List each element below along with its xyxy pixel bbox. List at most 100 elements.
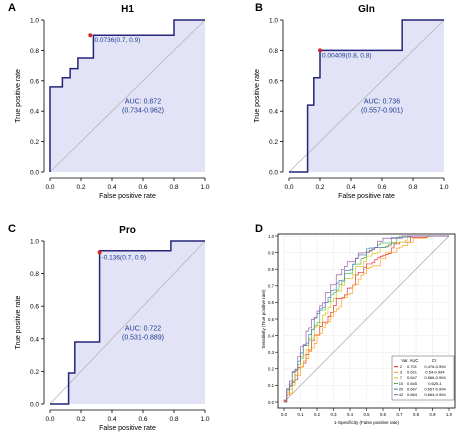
best-threshold-point bbox=[97, 250, 102, 255]
y-tick-label: 0.6 bbox=[30, 304, 39, 311]
panel-c: C Pro 0.0 0.2 0.4 0.6 0.8 1.0 0.0 0.2 0.4 0.6 0.8 1.0… bbox=[8, 223, 210, 432]
roc-series-42 bbox=[284, 235, 449, 403]
x-tick-label: 0.2 bbox=[314, 412, 321, 417]
y-tick-label: 0.9 bbox=[268, 250, 275, 255]
y-tick-label: 0.2 bbox=[268, 367, 275, 372]
roc-curve bbox=[49, 19, 205, 172]
x-tick-label: 0.2 bbox=[76, 416, 85, 423]
y-axis-label: True positive rate bbox=[15, 295, 22, 349]
best-threshold-point bbox=[88, 33, 93, 38]
y-tick-label: 0.2 bbox=[30, 369, 39, 376]
legend-series-name: 20 bbox=[399, 386, 404, 391]
y-axis-label: Sensitivity (True positive rate) bbox=[261, 289, 266, 349]
y-tick-label: 0.8 bbox=[269, 48, 278, 55]
x-tick-label: 1.0 bbox=[200, 416, 209, 423]
x-tick-label: 0.6 bbox=[377, 184, 386, 191]
y-tick-label: 0.8 bbox=[268, 267, 275, 272]
y-tick-label: 0.0 bbox=[30, 402, 39, 409]
y-tick-label: 0.1 bbox=[268, 383, 275, 388]
x-tick-label: 0.0 bbox=[284, 184, 293, 191]
y-tick-label: 1.0 bbox=[30, 18, 39, 25]
x-tick-label: 0.2 bbox=[315, 184, 324, 191]
chart-title: H1 bbox=[121, 4, 134, 15]
legend-series-name: 10 bbox=[399, 381, 404, 386]
auc-label: AUC: 0.722 bbox=[125, 326, 161, 333]
chart-title: Gln bbox=[358, 4, 375, 15]
reference-diagonal bbox=[283, 235, 450, 403]
panel-letter: D bbox=[255, 223, 263, 235]
x-tick-label: 0.6 bbox=[138, 184, 147, 191]
best-threshold-point bbox=[318, 48, 322, 53]
roc-curve bbox=[289, 19, 444, 173]
legend-series-name: 3 bbox=[400, 370, 403, 375]
x-tick-label: 0.9 bbox=[430, 412, 437, 417]
x-tick-label: 0.1 bbox=[298, 412, 305, 417]
legend-series-name: 7 bbox=[400, 375, 403, 380]
legend-series-ci: 0.625-1 bbox=[428, 381, 442, 386]
best-threshold-label: -0.0736(0.7, 0.9) bbox=[92, 37, 140, 44]
y-tick-label: 0.4 bbox=[30, 109, 39, 116]
x-tick-label: 0.0 bbox=[45, 184, 54, 191]
x-tick-label: 0.4 bbox=[347, 412, 354, 417]
legend-header: AUC bbox=[410, 358, 419, 363]
x-tick-label: 0.0 bbox=[45, 416, 54, 423]
panel-letter: C bbox=[8, 223, 16, 235]
y-tick-label: 0.8 bbox=[30, 271, 39, 278]
chart-title: Pro bbox=[119, 225, 136, 236]
x-tick-label: 1.0 bbox=[446, 412, 453, 417]
legend-series-name: 2 bbox=[400, 364, 403, 369]
reference-diagonal bbox=[49, 240, 206, 405]
legend-header: CI bbox=[432, 358, 436, 363]
y-tick-label: 0.3 bbox=[268, 350, 275, 355]
legend-series-auc: 0.647 bbox=[407, 375, 418, 380]
x-tick-label: 0.0 bbox=[281, 412, 288, 417]
x-tick-label: 0.7 bbox=[397, 412, 404, 417]
y-tick-label: 0.4 bbox=[268, 333, 275, 338]
panel-letter: A bbox=[8, 2, 16, 14]
legend: Var. AUC CI 2 0.701 0.476-0.994 3 0.621 0.54-0.9… bbox=[391, 355, 455, 401]
y-tick-label: 0.5 bbox=[268, 317, 275, 322]
legend-series-auc: 0.621 bbox=[407, 370, 418, 375]
y-tick-label: 0.6 bbox=[268, 300, 275, 305]
auc-ci-label: (0.734-0.962) bbox=[122, 108, 164, 115]
legend-box bbox=[391, 355, 455, 401]
legend-series-auc: 0.647 bbox=[407, 386, 418, 391]
x-axis-label: 1-Specificity (False positive rate) bbox=[334, 420, 400, 425]
legend-header: Var. bbox=[401, 358, 408, 363]
y-tick-label: 0.2 bbox=[30, 139, 39, 146]
roc-curve bbox=[50, 240, 205, 405]
panel-d: D 0.0 0.1 0.2 0.3 0.4 0.5 0.6 0.7 0.8 0.9 1.0 0.0 0.1… bbox=[255, 223, 456, 425]
legend-series-ci: 0.476-0.994 bbox=[424, 364, 446, 369]
legend-series-ci: 0.657-0.994 bbox=[424, 386, 446, 391]
x-tick-label: 0.4 bbox=[107, 416, 116, 423]
x-axis-label: False positive rate bbox=[99, 425, 156, 432]
y-tick-label: 0.7 bbox=[268, 284, 275, 289]
reference-diagonal bbox=[49, 19, 206, 173]
x-tick-label: 0.8 bbox=[169, 416, 178, 423]
reference-diagonal bbox=[288, 19, 445, 173]
panel-letter: B bbox=[255, 2, 263, 14]
x-tick-label: 0.8 bbox=[169, 184, 178, 191]
legend-series-ci: 0.54-0.994 bbox=[425, 370, 445, 375]
legend-series-auc: 0.645 bbox=[407, 381, 418, 386]
x-tick-label: 0.5 bbox=[364, 412, 371, 417]
x-tick-label: 0.4 bbox=[346, 184, 355, 191]
legend-series-name: 42 bbox=[399, 392, 404, 397]
y-tick-label: 0.4 bbox=[269, 109, 278, 116]
auc-ci-label: (0.531-0.889) bbox=[122, 335, 164, 342]
y-tick-label: 0.6 bbox=[30, 78, 39, 85]
auc-label: AUC: 0.736 bbox=[364, 99, 400, 106]
y-axis-label: True positive rate bbox=[254, 69, 261, 123]
x-tick-label: 0.8 bbox=[413, 412, 420, 417]
y-tick-label: 1.0 bbox=[268, 234, 275, 239]
x-tick-label: 1.0 bbox=[439, 184, 448, 191]
x-tick-label: 0.6 bbox=[138, 416, 147, 423]
panel-b: B Gln 0.0 0.2 0.4 0.6 0.8 1.0 0.0 0.2 0.4 0.6 0.8 1.0… bbox=[254, 2, 449, 200]
y-tick-label: 0.6 bbox=[269, 78, 278, 85]
x-tick-label: 0.6 bbox=[380, 412, 387, 417]
y-tick-label: 0.2 bbox=[269, 139, 278, 146]
y-tick-label: 0.4 bbox=[30, 336, 39, 343]
auc-ci-label: (0.557-0.901) bbox=[361, 108, 403, 115]
x-tick-label: 0.4 bbox=[107, 184, 116, 191]
